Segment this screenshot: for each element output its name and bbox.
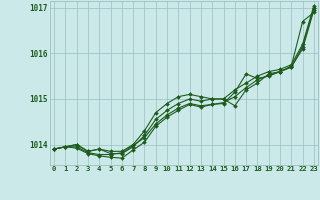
Text: Graphe pression niveau de la mer (hPa): Graphe pression niveau de la mer (hPa) [58,185,262,194]
